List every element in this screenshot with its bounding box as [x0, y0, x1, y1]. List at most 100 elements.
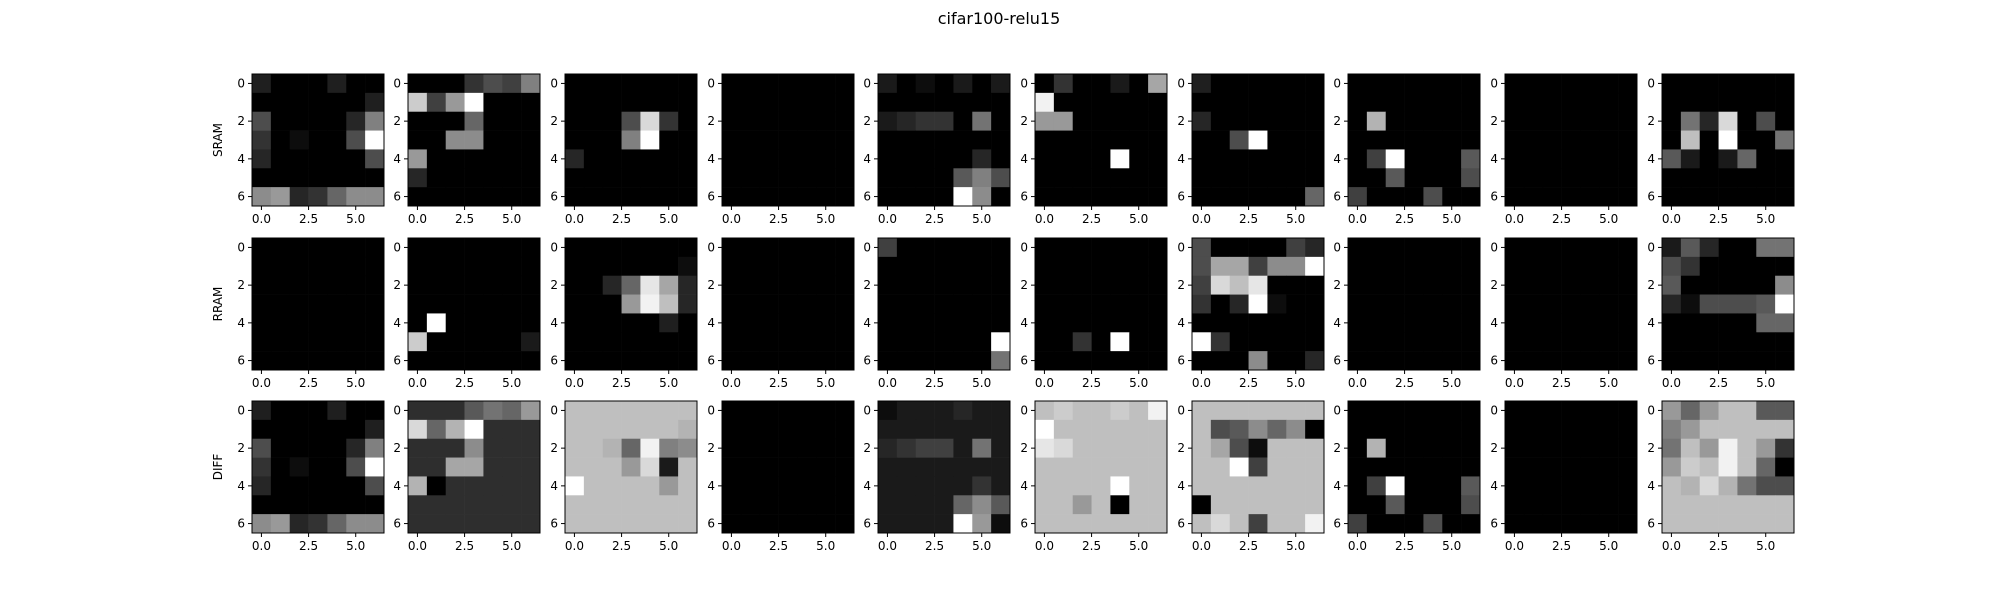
heatmap-cell: [678, 275, 698, 295]
heatmap-cell: [1505, 238, 1525, 258]
heatmap-cell: [483, 514, 503, 534]
heatmap-cell: [722, 238, 742, 258]
heatmap-cell: [878, 476, 898, 496]
heatmap-cell: [1756, 149, 1776, 169]
heatmap-cell: [1737, 313, 1757, 333]
heatmap-cell: [1737, 332, 1757, 352]
heatmap-cell: [659, 476, 679, 496]
heatmap-cell: [1072, 495, 1092, 515]
y-tick-label: 6: [237, 190, 245, 204]
heatmap-cell: [1385, 92, 1405, 113]
x-tick-label: 5.0: [816, 376, 835, 390]
heatmap-cell: [1129, 438, 1149, 458]
heatmap-cell: [1599, 238, 1619, 258]
heatmap-cell: [1662, 149, 1682, 169]
heatmap-cell: [1662, 74, 1682, 94]
heatmap-cell: [1775, 419, 1795, 440]
heatmap-cell: [1461, 187, 1481, 207]
heatmap-cell: [252, 92, 272, 113]
heatmap-cell: [1248, 111, 1268, 131]
y-tick-label: 4: [1647, 479, 1655, 493]
heatmap-cell: [521, 313, 541, 333]
heatmap-cell: [270, 438, 291, 458]
heatmap-cell: [1756, 495, 1776, 515]
heatmap-cell: [1148, 332, 1168, 352]
heatmap-cell: [896, 111, 917, 131]
heatmap-cell: [1737, 438, 1757, 458]
heatmap-cell: [1699, 438, 1719, 458]
panel-frame: [1661, 237, 1795, 371]
heatmap-cell: [502, 256, 522, 277]
heatmap-cell: [346, 419, 366, 440]
heatmap-cell: [1366, 438, 1387, 458]
heatmap-cell: [1718, 438, 1738, 458]
heatmap-cell: [327, 238, 347, 258]
heatmap-cell: [1267, 401, 1287, 421]
heatmap-cell: [878, 130, 898, 150]
heatmap-cell: [1035, 238, 1055, 258]
heatmap-cell: [327, 476, 347, 496]
heatmap-cell: [1129, 495, 1149, 515]
heatmap-cell: [1129, 401, 1149, 421]
heatmap-cell: [1248, 332, 1268, 352]
heatmap-cell: [1423, 495, 1443, 515]
y-tick-label: 6: [1647, 517, 1655, 531]
heatmap-cell: [972, 332, 992, 352]
heatmap-cell: [426, 294, 447, 314]
heatmap-cell: [1035, 149, 1055, 169]
heatmap-cell: [445, 514, 465, 534]
heatmap-cell: [1210, 149, 1231, 169]
heatmap-cell: [346, 256, 366, 277]
heatmap-cell: [740, 419, 761, 440]
heatmap-cell: [1248, 476, 1268, 496]
heatmap-cell: [1737, 419, 1757, 440]
heatmap-cell: [1423, 457, 1443, 477]
heatmap-cell: [1580, 401, 1600, 421]
heatmap-cell: [1385, 332, 1405, 352]
heatmap-cell: [1192, 168, 1212, 188]
y-tick-label: 4: [1177, 479, 1185, 493]
y-tick-label: 0: [1020, 403, 1028, 417]
heatmap-cell: [1385, 168, 1405, 188]
heatmap-cell: [1053, 168, 1074, 188]
heatmap-cell: [502, 495, 522, 515]
x-tick-label: 5.0: [972, 376, 991, 390]
heatmap-cell: [1737, 514, 1757, 534]
heatmap-cell: [1737, 275, 1757, 295]
heatmap-cell: [1385, 74, 1405, 94]
heatmap-cell: [346, 476, 366, 496]
heatmap-cell: [1305, 351, 1325, 371]
heatmap-cell: [640, 294, 660, 314]
heatmap-cell: [308, 438, 328, 458]
heatmap-cell: [778, 495, 798, 515]
heatmap-cell: [1210, 419, 1231, 440]
heatmap-cell: [740, 111, 761, 131]
heatmap-cell: [991, 313, 1011, 333]
x-tick-label: 0.0: [565, 212, 584, 226]
heatmap-cell: [521, 514, 541, 534]
heatmap-cell: [991, 275, 1011, 295]
heatmap-cell: [289, 111, 309, 131]
heatmap-cell: [308, 149, 328, 169]
heatmap-cell: [252, 313, 272, 333]
heatmap-cell: [934, 514, 954, 534]
heatmap-cell: [1580, 514, 1600, 534]
heatmap-cell: [1718, 351, 1738, 371]
heatmap-cell: [1404, 401, 1424, 421]
heatmap-cell: [1662, 332, 1682, 352]
panel-frame: [251, 73, 385, 207]
heatmap-cell: [816, 313, 836, 333]
heatmap-cell: [1129, 130, 1149, 150]
heatmap-cell: [252, 419, 272, 440]
heatmap-cell: [565, 438, 585, 458]
heatmap-cell: [521, 438, 541, 458]
heatmap-cell: [583, 130, 604, 150]
heatmap-cell: [445, 168, 465, 188]
heatmap-cell: [678, 438, 698, 458]
heatmap-cell: [1423, 130, 1443, 150]
heatmap-cell: [1699, 130, 1719, 150]
heatmap-cell: [934, 457, 954, 477]
heatmap-cell: [1148, 74, 1168, 94]
heatmap-cell: [659, 294, 679, 314]
